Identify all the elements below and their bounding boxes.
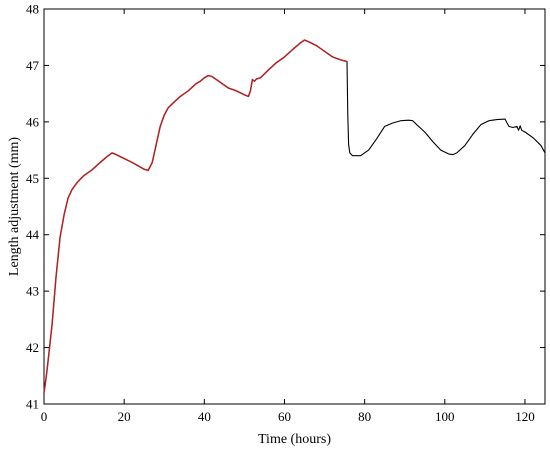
x-tick-label: 100: [435, 409, 455, 424]
plot-frame: [43, 8, 546, 405]
x-tick-label: 120: [515, 409, 535, 424]
series-line-1: [43, 39, 348, 393]
x-tick-label: 20: [118, 409, 131, 424]
x-tick-label: 60: [278, 409, 291, 424]
x-tick-label: 80: [358, 409, 371, 424]
y-tick-label: 44: [26, 227, 40, 242]
y-tick-label: 48: [26, 2, 39, 17]
y-tick-label: 42: [26, 340, 39, 355]
x-tick-label: 40: [198, 409, 211, 424]
y-tick-label: 41: [26, 397, 39, 412]
series-layer: [43, 39, 546, 393]
y-tick-label: 45: [26, 171, 39, 186]
ticks-layer: 0 20 40 60 80 100 120 41 42 43 44 45 46 47 48: [26, 2, 545, 424]
x-axis-label: Time (hours): [258, 432, 331, 447]
y-axis-label: Length adjustment (mm): [7, 137, 22, 277]
x-tick-label: 0: [41, 409, 48, 424]
y-tick-label: 46: [26, 114, 40, 129]
y-tick-label: 47: [26, 58, 40, 73]
y-tick-label: 43: [26, 284, 39, 299]
